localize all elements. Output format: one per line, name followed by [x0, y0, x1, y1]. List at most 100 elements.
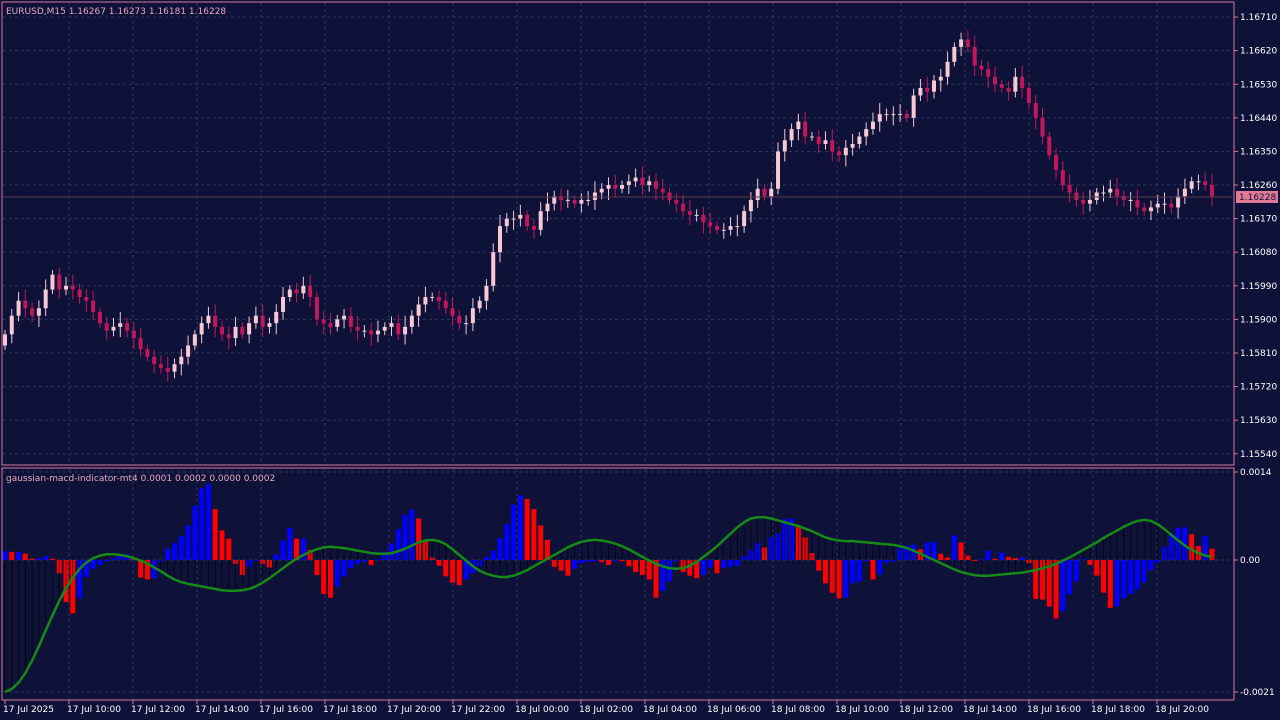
candle[interactable]: [1040, 107, 1045, 145]
candlestick-series[interactable]: [3, 30, 1214, 382]
candle[interactable]: [192, 329, 197, 351]
candle[interactable]: [321, 311, 326, 335]
candle[interactable]: [1176, 188, 1181, 219]
candle[interactable]: [1121, 190, 1126, 207]
candle[interactable]: [1203, 172, 1208, 191]
candle[interactable]: [314, 291, 319, 327]
candle[interactable]: [925, 76, 930, 102]
candle[interactable]: [965, 30, 970, 53]
candle[interactable]: [199, 316, 204, 344]
candle[interactable]: [1128, 192, 1133, 212]
candle[interactable]: [511, 210, 516, 230]
candle[interactable]: [1148, 200, 1153, 221]
candle[interactable]: [64, 276, 69, 296]
candle[interactable]: [267, 317, 272, 334]
candle[interactable]: [457, 310, 462, 330]
candle[interactable]: [369, 322, 374, 346]
candle[interactable]: [1087, 189, 1092, 212]
candle[interactable]: [355, 315, 360, 341]
candle[interactable]: [714, 221, 719, 235]
candle[interactable]: [864, 122, 869, 146]
candle[interactable]: [213, 304, 218, 337]
candle[interactable]: [436, 290, 441, 310]
candle[interactable]: [742, 205, 747, 233]
candle[interactable]: [823, 131, 828, 150]
candle[interactable]: [694, 209, 699, 222]
candle[interactable]: [1067, 173, 1072, 203]
candle[interactable]: [131, 322, 136, 350]
candle[interactable]: [1169, 198, 1174, 215]
candle[interactable]: [986, 61, 991, 88]
candle[interactable]: [877, 102, 882, 132]
candle[interactable]: [84, 289, 89, 312]
candle[interactable]: [1060, 161, 1065, 191]
candle[interactable]: [525, 210, 530, 231]
candle[interactable]: [613, 174, 618, 197]
candle[interactable]: [626, 174, 631, 194]
candle[interactable]: [1013, 67, 1018, 98]
candle[interactable]: [538, 202, 543, 236]
candle[interactable]: [640, 166, 645, 196]
candle[interactable]: [504, 213, 509, 233]
candle[interactable]: [776, 142, 781, 195]
candle[interactable]: [9, 308, 14, 344]
candle[interactable]: [206, 306, 211, 329]
candle[interactable]: [389, 316, 394, 336]
candle[interactable]: [1054, 148, 1059, 180]
candle[interactable]: [870, 112, 875, 135]
candle[interactable]: [1162, 192, 1167, 214]
candle[interactable]: [50, 270, 55, 295]
candle[interactable]: [701, 207, 706, 234]
candle[interactable]: [16, 291, 21, 322]
candle[interactable]: [409, 310, 414, 334]
candle[interactable]: [606, 177, 611, 200]
candle[interactable]: [843, 139, 848, 167]
candle[interactable]: [396, 314, 401, 340]
candle[interactable]: [335, 314, 340, 332]
candle[interactable]: [1026, 82, 1031, 110]
candle[interactable]: [586, 191, 591, 206]
candle[interactable]: [77, 283, 82, 304]
candle[interactable]: [491, 243, 496, 292]
candle[interactable]: [430, 292, 435, 302]
candle[interactable]: [138, 327, 143, 358]
candle[interactable]: [653, 173, 658, 200]
candle[interactable]: [979, 59, 984, 77]
candle[interactable]: [1081, 192, 1086, 215]
candle[interactable]: [301, 276, 306, 299]
candle[interactable]: [260, 304, 265, 337]
candle[interactable]: [423, 286, 428, 313]
candle[interactable]: [904, 109, 909, 123]
candle[interactable]: [118, 311, 123, 337]
candle[interactable]: [789, 123, 794, 147]
candle[interactable]: [342, 308, 347, 329]
candle[interactable]: [837, 145, 842, 162]
candle[interactable]: [247, 316, 252, 344]
candle[interactable]: [226, 326, 231, 350]
candle[interactable]: [565, 189, 570, 208]
candle[interactable]: [728, 217, 733, 236]
candle[interactable]: [416, 296, 421, 327]
candle[interactable]: [1101, 185, 1106, 202]
candle[interactable]: [1006, 81, 1011, 101]
candle[interactable]: [165, 356, 170, 382]
candle[interactable]: [274, 304, 279, 335]
candle[interactable]: [796, 113, 801, 141]
candle[interactable]: [708, 212, 713, 234]
candle[interactable]: [633, 168, 638, 187]
candle[interactable]: [592, 181, 597, 211]
candle[interactable]: [111, 317, 116, 337]
candle[interactable]: [97, 307, 102, 328]
candle[interactable]: [484, 279, 489, 310]
candle[interactable]: [687, 199, 692, 225]
candle[interactable]: [830, 129, 835, 162]
candle[interactable]: [450, 297, 455, 326]
candle[interactable]: [681, 194, 686, 217]
candle[interactable]: [498, 214, 503, 263]
candle[interactable]: [782, 129, 787, 162]
candle[interactable]: [186, 335, 191, 365]
candle[interactable]: [125, 317, 130, 338]
candle[interactable]: [91, 290, 96, 320]
candle[interactable]: [803, 111, 808, 145]
